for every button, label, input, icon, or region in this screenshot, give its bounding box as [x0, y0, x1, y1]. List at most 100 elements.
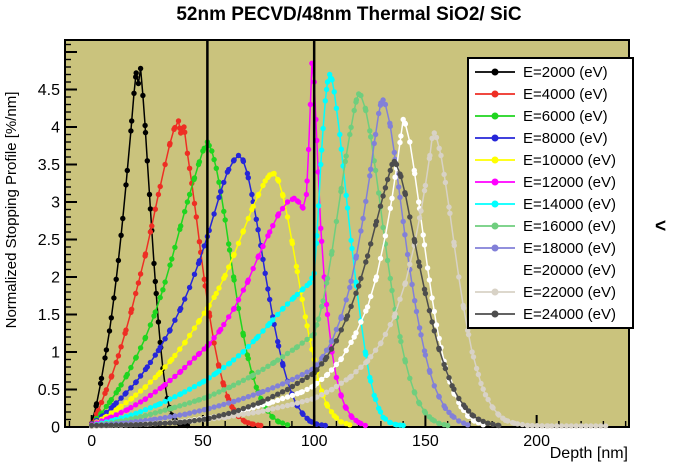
data-marker: [314, 394, 320, 400]
legend-item: E=22000 (eV): [474, 282, 632, 303]
data-marker: [133, 74, 139, 80]
data-marker: [175, 118, 182, 124]
data-marker: [186, 400, 193, 406]
data-marker: [392, 174, 398, 180]
data-marker: [333, 338, 340, 344]
data-marker: [258, 422, 264, 429]
data-marker: [304, 369, 310, 375]
data-marker: [300, 286, 306, 292]
data-marker: [265, 363, 271, 369]
data-marker: [182, 419, 188, 425]
data-marker: [191, 417, 198, 424]
legend-item-label: E=2000 (eV): [523, 63, 608, 81]
data-marker: [324, 371, 331, 378]
data-marker: [284, 422, 291, 428]
data-marker: [289, 401, 296, 408]
data-marker: [137, 345, 144, 351]
data-marker: [348, 278, 354, 284]
data-marker: [142, 122, 148, 129]
data-marker: [151, 260, 157, 267]
data-marker: [270, 223, 276, 229]
data-marker: [108, 422, 115, 428]
data-marker: [182, 389, 188, 395]
series-14000: [89, 71, 406, 429]
data-marker: [193, 214, 199, 220]
axis-tick-labels: 0 50 100 150 200 0 0.5 1 1.5 2 2.5 3 3.5 4 4.5: [38, 82, 550, 450]
data-marker: [319, 376, 325, 383]
legend-item-label: E=12000 (eV): [523, 173, 616, 191]
data-marker: [446, 204, 452, 210]
data-marker: [245, 355, 251, 362]
data-marker: [363, 259, 369, 265]
data-marker: [456, 274, 462, 280]
data-marker: [240, 228, 247, 234]
data-marker: [300, 205, 306, 211]
data-marker: [250, 410, 256, 416]
data-marker: [429, 319, 435, 325]
data-marker: [284, 379, 291, 385]
legend-marker-icon: [475, 90, 515, 98]
data-marker: [447, 210, 453, 216]
data-marker: [240, 158, 247, 165]
data-marker: [240, 348, 247, 355]
data-marker: [294, 268, 300, 275]
data-marker: [402, 191, 409, 198]
data-marker: [113, 412, 119, 418]
data-marker: [133, 379, 139, 385]
data-marker: [167, 414, 173, 420]
data-marker: [133, 290, 139, 297]
data-marker: [377, 255, 384, 262]
data-marker: [240, 377, 247, 383]
data-marker: [186, 418, 193, 424]
data-marker: [545, 423, 551, 429]
data-marker: [221, 179, 227, 186]
data-marker: [260, 398, 266, 404]
legend-marker-icon: [475, 156, 515, 164]
data-marker: [103, 387, 110, 393]
data-marker: [169, 356, 175, 363]
data-marker: [169, 256, 175, 262]
data-marker: [98, 375, 105, 382]
data-marker: [412, 298, 418, 304]
data-marker: [353, 330, 359, 336]
data-marker: [262, 270, 268, 276]
data-marker: [184, 199, 191, 205]
data-marker: [372, 167, 379, 174]
data-marker: [280, 362, 286, 369]
data-marker: [157, 369, 163, 376]
data-marker: [299, 296, 305, 303]
data-marker: [213, 165, 219, 171]
data-marker: [324, 311, 331, 318]
data-marker: [226, 241, 232, 247]
data-marker: [337, 131, 343, 138]
data-marker: [333, 105, 340, 112]
data-marker: [157, 344, 163, 351]
data-marker: [157, 415, 163, 422]
data-marker: [328, 346, 335, 352]
data-marker: [358, 420, 364, 427]
data-marker: [304, 178, 310, 184]
series-8000: [89, 152, 328, 429]
data-marker: [162, 381, 168, 388]
data-marker: [420, 232, 426, 238]
data-marker: [304, 374, 310, 381]
data-marker: [162, 279, 168, 285]
data-marker: [284, 301, 291, 307]
data-marker: [115, 386, 122, 393]
data-marker: [588, 423, 594, 429]
data-marker: [196, 408, 203, 414]
data-marker: [123, 422, 129, 428]
data-marker: [155, 191, 162, 198]
data-marker: [319, 361, 325, 367]
data-marker: [267, 296, 273, 303]
data-marker: [128, 385, 134, 391]
data-marker: [294, 380, 300, 387]
data-marker: [235, 305, 242, 312]
data-marker: [216, 389, 222, 395]
data-marker: [271, 321, 277, 327]
data-marker: [304, 323, 310, 329]
data-marker: [142, 407, 149, 413]
data-marker: [294, 291, 300, 298]
data-marker: [118, 395, 124, 401]
data-marker: [144, 158, 150, 164]
